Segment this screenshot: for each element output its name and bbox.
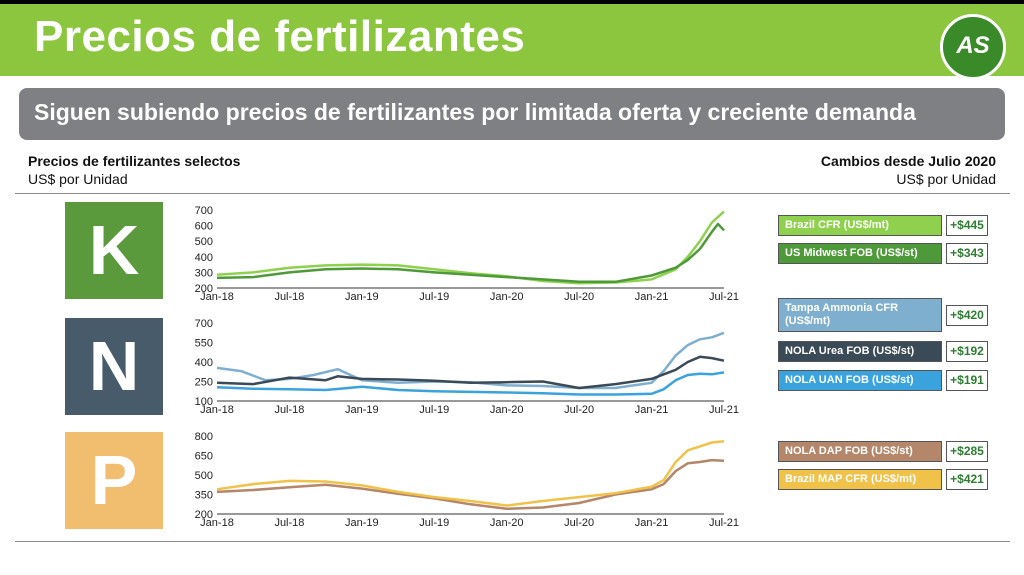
legend-label: NOLA DAP FOB (US$/st) (785, 445, 913, 457)
y-tick-label: 350 (195, 490, 213, 502)
change-tampa-ammonia: +$420 (946, 305, 988, 326)
x-tick-label: Jan-19 (345, 404, 379, 416)
x-tick-label: Jan-20 (490, 404, 524, 416)
x-tick-label: Jan-19 (345, 291, 379, 303)
panel-p-letter: P (90, 441, 138, 519)
x-tick-label: Jan-20 (490, 517, 524, 529)
x-tick-label: Jan-18 (200, 404, 234, 416)
y-tick-label: 800 (195, 431, 213, 443)
y-tick-label: 200 (195, 509, 213, 521)
legend-brazil-cfr: Brazil CFR (US$/mt) (778, 215, 942, 236)
x-tick-label: Jan-21 (635, 404, 669, 416)
series-line (216, 222, 725, 284)
change-nola-dap: +$285 (946, 441, 988, 462)
change-brazil-cfr: +$445 (946, 215, 988, 236)
x-tick-label: Jan-20 (490, 291, 524, 303)
page-title: Precios de fertilizantes (34, 12, 526, 61)
legend-label: Brazil MAP CFR (US$/mt) (785, 473, 917, 485)
series-line (216, 355, 725, 390)
y-tick-label: 300 (195, 267, 213, 279)
x-tick-label: Jul-21 (709, 291, 739, 303)
x-tick-label: Jan-21 (635, 291, 669, 303)
y-tick-label: 600 (195, 221, 213, 233)
left-section-title: Precios de fertilizantes selectos (28, 153, 241, 169)
panel-k-tile: K (65, 202, 163, 299)
x-tick-label: Jul-20 (564, 291, 594, 303)
x-tick-label: Jul-20 (564, 404, 594, 416)
x-tick-label: Jul-19 (419, 291, 449, 303)
x-tick-label: Jul-21 (709, 404, 739, 416)
brand-logo: AS (940, 14, 1006, 80)
change-nola-urea: +$192 (946, 341, 988, 362)
y-tick-label: 550 (195, 338, 213, 350)
y-tick-label: 500 (195, 236, 213, 248)
chart-p: 200 350 500 650 800 Jan-18 Jul-18 Jan-19 Jul-19 J… (195, 431, 739, 529)
legend-tampa-ammonia: Tampa Ammonia CFR (US$/mt) (778, 298, 942, 332)
x-tick-label: Jan-18 (200, 517, 234, 529)
series-line (216, 439, 725, 507)
x-tick-label: Jan-18 (200, 291, 234, 303)
divider-top (15, 193, 1010, 194)
y-tick-label: 250 (195, 377, 213, 389)
logo-text: AS (956, 32, 990, 59)
x-tick-label: Jan-21 (635, 517, 669, 529)
legend-brazil-map: Brazil MAP CFR (US$/mt) (778, 469, 942, 490)
legend-nola-dap: NOLA DAP FOB (US$/st) (778, 441, 942, 462)
x-tick-label: Jul-19 (419, 404, 449, 416)
panel-k-letter: K (88, 211, 140, 289)
y-tick-label: 400 (195, 252, 213, 264)
change-us-midwest-fob: +$343 (946, 243, 988, 264)
y-tick-label: 650 (195, 451, 213, 463)
y-tick-label: 400 (195, 357, 213, 369)
series-line (216, 371, 725, 396)
legend-label: Tampa Ammonia CFR (US$/mt) (785, 302, 899, 327)
x-tick-label: Jul-18 (274, 517, 304, 529)
legend-label: US Midwest FOB (US$/st) (785, 247, 918, 259)
x-tick-label: Jul-18 (274, 291, 304, 303)
right-section-title: Cambios desde Julio 2020 (820, 153, 996, 169)
x-tick-label: Jul-18 (274, 404, 304, 416)
subtitle-bar: Siguen subiendo precios de fertilizantes… (19, 88, 1005, 140)
legend-nola-urea: NOLA Urea FOB (US$/st) (778, 341, 942, 362)
title-banner: Precios de fertilizantes AS (0, 4, 1024, 80)
legend-label: NOLA UAN FOB (US$/st) (785, 374, 914, 386)
legend-label: NOLA Urea FOB (US$/st) (785, 345, 915, 357)
top-border (0, 0, 1024, 4)
panel-p-tile: P (65, 432, 163, 529)
x-tick-label: Jan-19 (345, 517, 379, 529)
x-tick-label: Jul-20 (564, 517, 594, 529)
chart-n: 100 250 400 550 700 Jan-18 Jul-18 Jan-19 Jul-19 J… (195, 318, 739, 416)
change-nola-uan: +$191 (946, 370, 988, 391)
panel-n-letter: N (88, 327, 140, 405)
subtitle: Siguen subiendo precios de fertilizantes… (34, 99, 916, 125)
chart-k: 200 300 400 500 600 700 Jan-18 Jul-18 Jan-19 Jul-… (195, 205, 739, 303)
left-section-unit: US$ por Unidad (28, 171, 128, 187)
series-line (216, 458, 725, 511)
y-tick-label: 700 (195, 205, 213, 217)
legend-nola-uan: NOLA UAN FOB (US$/st) (778, 370, 942, 391)
divider-bottom (15, 541, 1010, 542)
y-tick-label: 100 (195, 396, 213, 408)
right-section-unit: US$ por Unidad (896, 171, 996, 187)
legend-label: Brazil CFR (US$/mt) (785, 219, 889, 231)
legend-us-midwest-fob: US Midwest FOB (US$/st) (778, 243, 942, 264)
panel-n-tile: N (65, 318, 163, 415)
x-tick-label: Jul-19 (419, 517, 449, 529)
y-tick-label: 700 (195, 318, 213, 330)
x-tick-label: Jul-21 (709, 517, 739, 529)
y-tick-label: 500 (195, 470, 213, 482)
change-brazil-map: +$421 (946, 469, 988, 490)
y-tick-label: 200 (195, 283, 213, 295)
